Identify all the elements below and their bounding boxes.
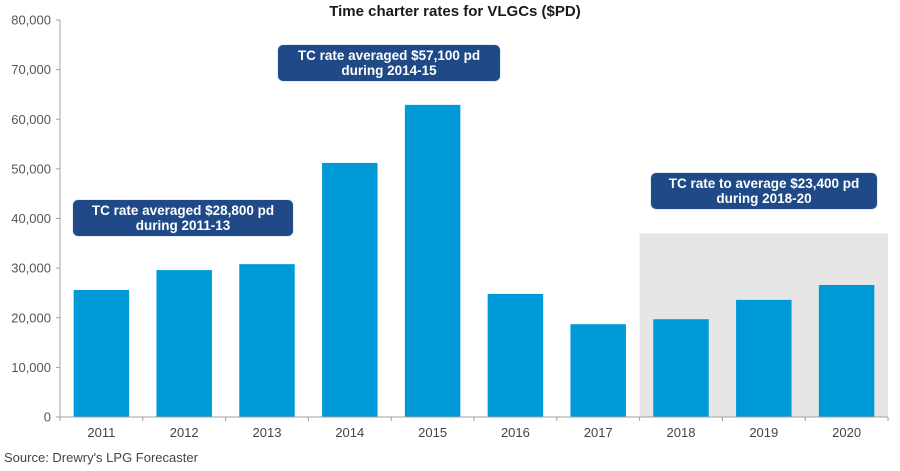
- x-tick-label: 2013: [253, 425, 282, 440]
- x-tick-label: 2011: [87, 425, 115, 440]
- x-tick-label: 2014: [335, 425, 364, 440]
- annotation-line: TC rate averaged $28,800 pd: [91, 203, 275, 218]
- x-tick-label: 2018: [667, 425, 696, 440]
- bar-2013: [239, 264, 295, 417]
- bar-2016: [487, 293, 544, 417]
- x-tick-label: 2015: [418, 425, 447, 440]
- annotation-2011-13: TC rate averaged $28,800 pd during 2011-…: [72, 199, 294, 237]
- y-tick-label: 70,000: [11, 62, 51, 77]
- annotation-2018-20: TC rate to average $23,400 pd during 201…: [650, 172, 878, 210]
- y-tick-label: 30,000: [11, 261, 51, 276]
- bar-2012: [156, 270, 212, 417]
- x-tick-label: 2017: [584, 425, 613, 440]
- y-tick-label: 0: [44, 410, 51, 425]
- bar-2015: [404, 104, 461, 417]
- bar-2020: [818, 284, 875, 417]
- source-note: Source: Drewry's LPG Forecaster: [4, 450, 198, 465]
- y-tick-label: 40,000: [11, 211, 51, 226]
- bar-2018: [653, 319, 709, 417]
- chart-title: Time charter rates for VLGCs ($PD): [329, 3, 580, 20]
- y-tick-label: 20,000: [11, 310, 51, 325]
- y-tick-label: 60,000: [11, 112, 51, 127]
- x-tick-label: 2020: [832, 425, 861, 440]
- x-tick-label: 2016: [501, 425, 530, 440]
- bar-2017: [570, 324, 626, 417]
- bar-2019: [736, 299, 792, 417]
- x-tick-label: 2019: [749, 425, 778, 440]
- y-tick-label: 50,000: [11, 161, 51, 176]
- annotation-line: during 2011-13: [135, 218, 231, 233]
- y-tick-label: 80,000: [11, 13, 51, 28]
- annotation-line: TC rate averaged $57,100 pd: [297, 48, 481, 63]
- bar-2014: [322, 162, 378, 417]
- annotation-line: TC rate to average $23,400 pd: [668, 176, 860, 191]
- annotation-2014-15: TC rate averaged $57,100 pd during 2014-…: [277, 44, 501, 82]
- x-tick-label: 2012: [170, 425, 199, 440]
- annotation-line: during 2018-20: [716, 191, 812, 206]
- bar-2011: [73, 289, 130, 417]
- annotation-line: during 2014-15: [341, 63, 437, 78]
- y-tick-label: 10,000: [11, 360, 51, 375]
